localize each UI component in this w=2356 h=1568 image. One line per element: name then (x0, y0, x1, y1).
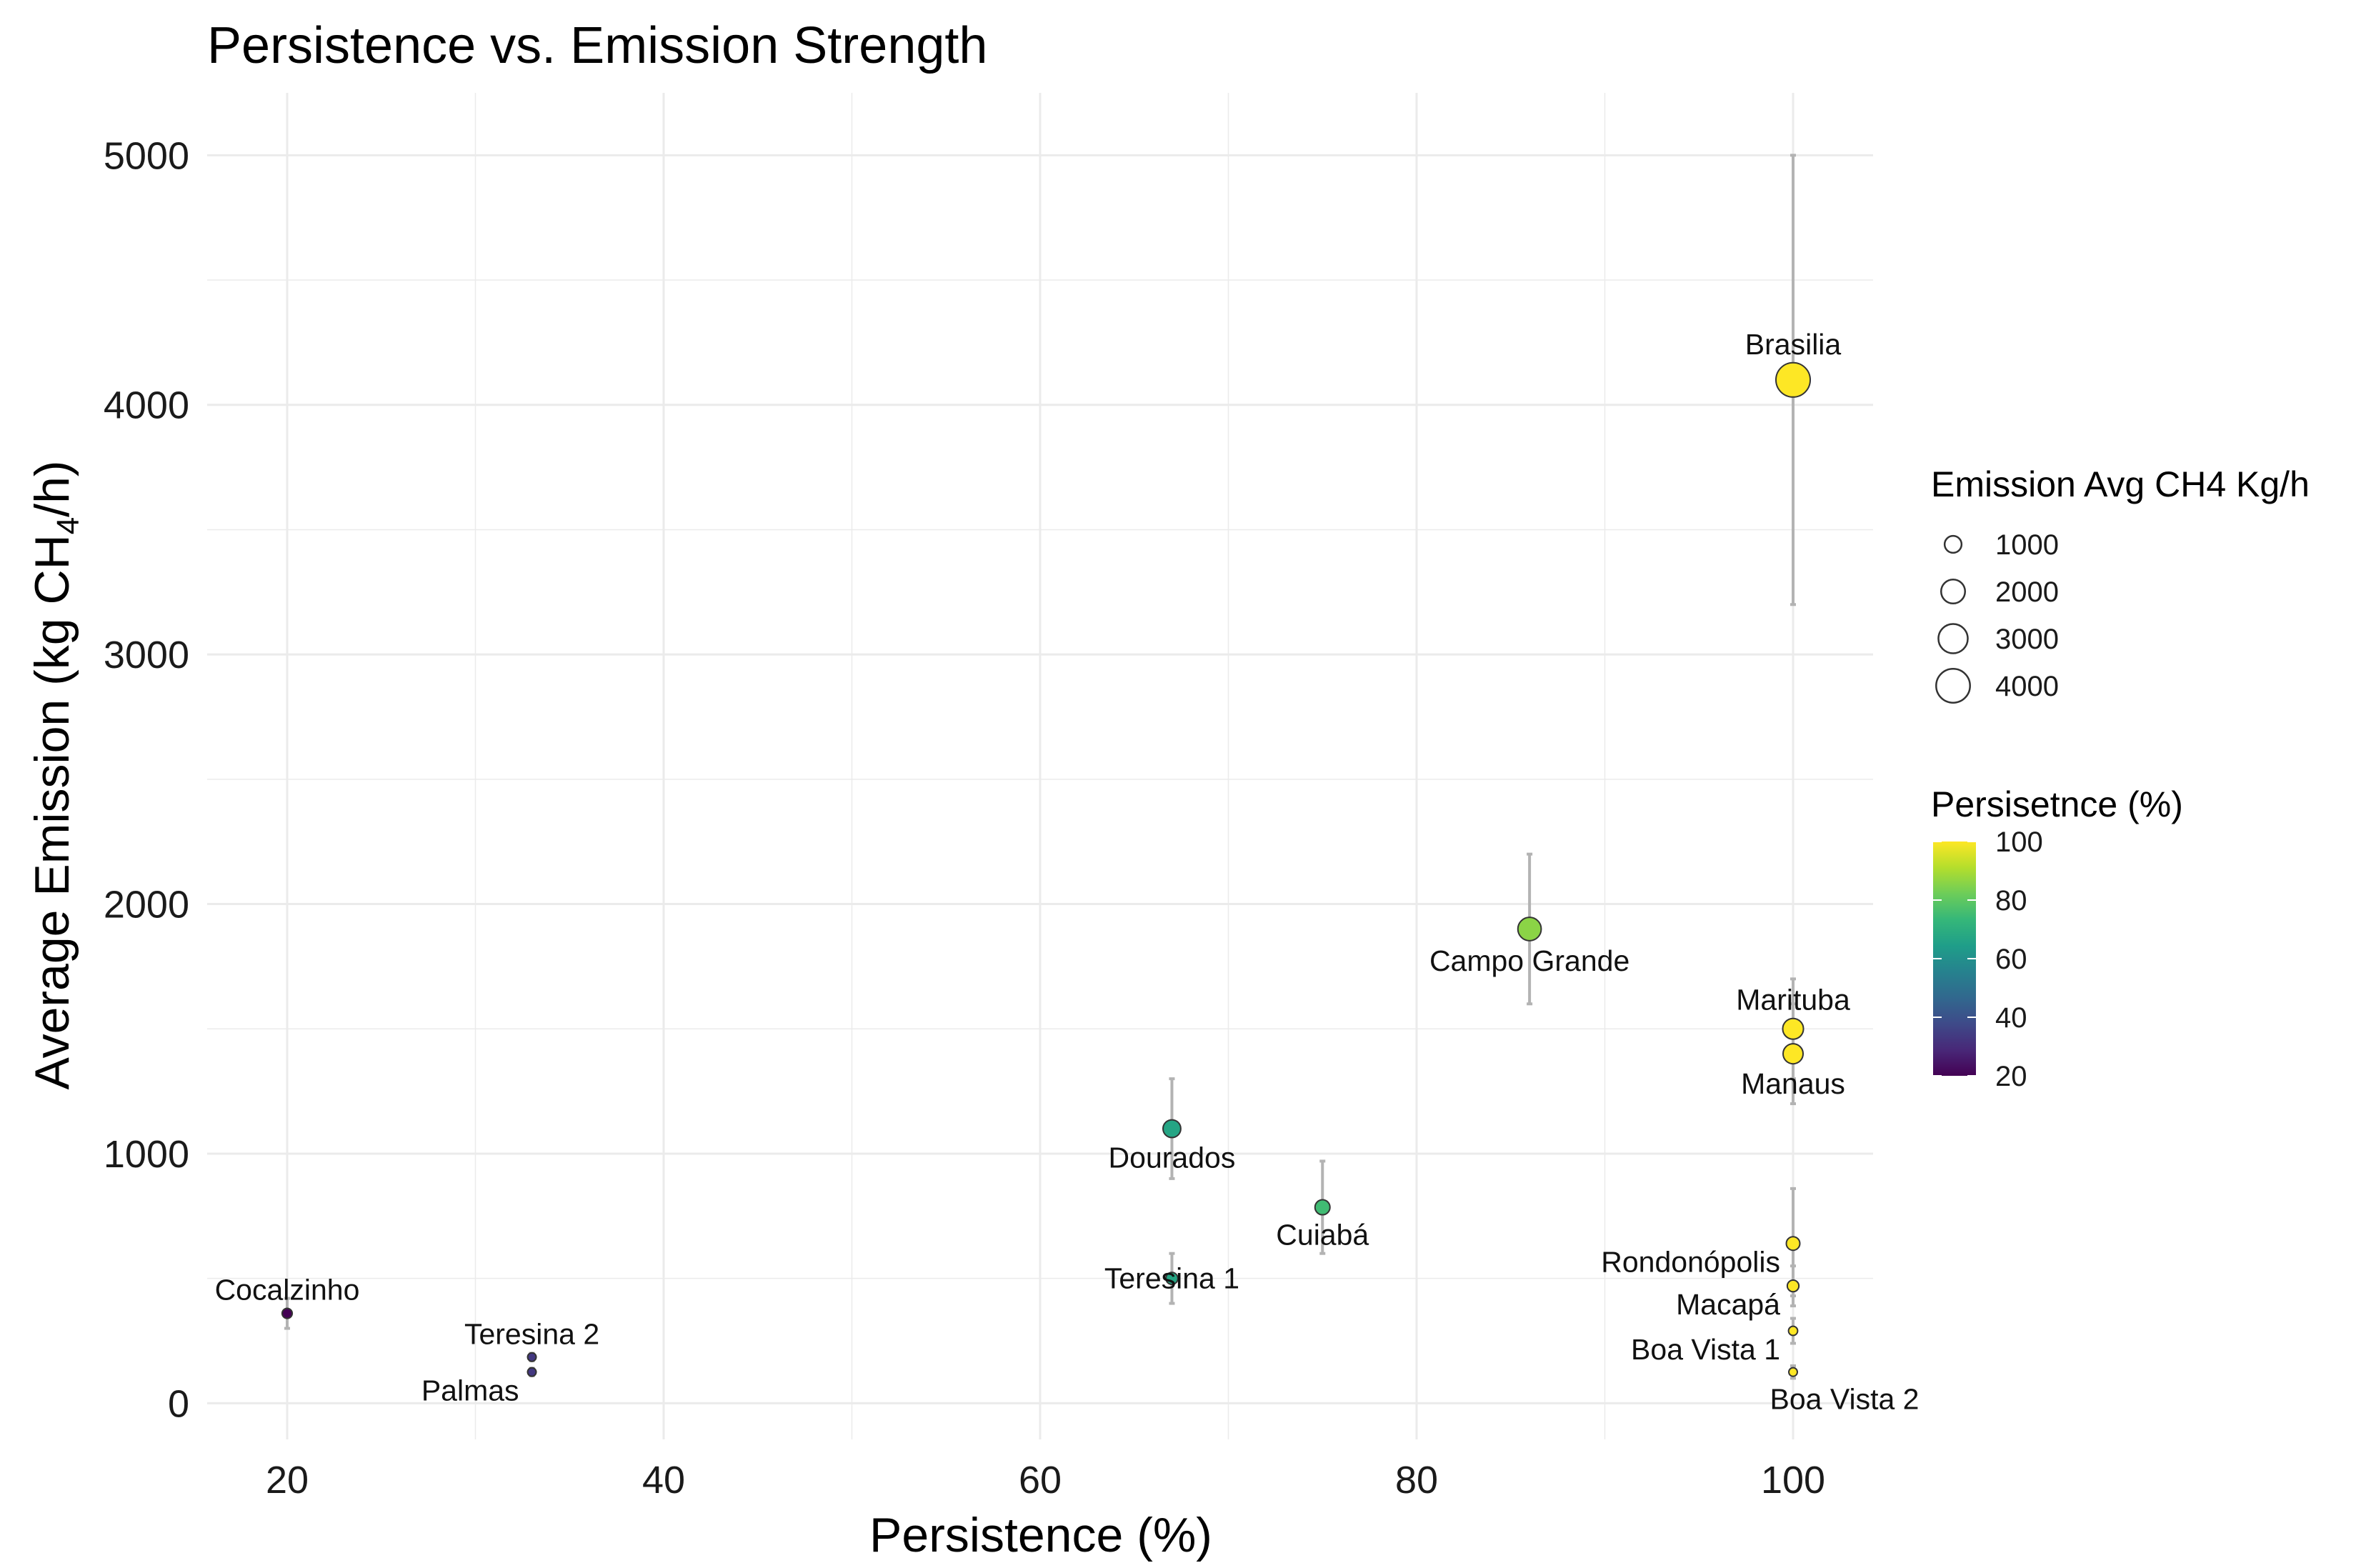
y-tick-label: 2000 (104, 884, 189, 927)
point-label: Cuiabá (1276, 1219, 1369, 1252)
color-legend-label: 80 (1995, 885, 2027, 917)
color-legend: Persisetnce (%) 20 40 60 80 100 (1931, 784, 2183, 1092)
size-legend-title: Emission Avg CH4 Kg/h (1931, 464, 2310, 504)
point-label: Boa Vista 2 (1770, 1383, 1920, 1416)
chart-title: Persistence vs. Emission Strength (207, 17, 987, 74)
color-legend-label: 20 (1995, 1061, 2027, 1092)
size-legend-label: 3000 (1995, 624, 2059, 655)
point-label: Brasilia (1745, 328, 1842, 361)
data-point (1782, 1043, 1805, 1065)
y-axis-title-main: Average Emission (kg CH (25, 534, 79, 1089)
data-point (1517, 917, 1542, 942)
y-axis-title-subscript: 4 (51, 517, 86, 534)
color-legend-ticks: 20 40 60 80 100 (1933, 827, 2043, 1092)
x-axis-title: Persistence (%) (869, 1508, 1212, 1562)
point-labels: Brasilia Campo Grande Marituba Manaus Dourad… (215, 328, 1920, 1416)
grid (207, 93, 1873, 1439)
y-axis-title: Average Emission (kg CH4/h) (25, 460, 86, 1089)
x-tick-label: 80 (1395, 1459, 1438, 1502)
data-point (526, 1367, 537, 1377)
size-legend-circle (1935, 668, 1971, 704)
data-point (1785, 1236, 1801, 1252)
y-tick-label: 0 (168, 1382, 189, 1425)
point-label: Macapá (1676, 1288, 1780, 1321)
data-points (281, 361, 1812, 1377)
data-point (1162, 1119, 1182, 1139)
color-legend-label: 40 (1995, 1002, 2027, 1034)
size-legend: Emission Avg CH4 Kg/h 1000 2000 3000 4000 (1931, 464, 2310, 704)
point-label: Campo Grande (1429, 944, 1629, 977)
data-point (281, 1307, 294, 1319)
data-point (1775, 361, 1812, 398)
y-tick-label: 5000 (104, 134, 189, 177)
y-tick-label: 1000 (104, 1133, 189, 1176)
color-legend-label: 60 (1995, 944, 2027, 975)
point-label: Teresina 2 (464, 1318, 599, 1351)
point-label: Teresina 1 (1104, 1262, 1239, 1295)
point-label: Dourados (1109, 1141, 1236, 1174)
point-label: Palmas (421, 1374, 519, 1407)
y-axis-title-end: /h) (25, 460, 79, 516)
point-label: Marituba (1736, 984, 1850, 1017)
size-legend-circle (1940, 578, 1967, 605)
x-tick-label: 60 (1019, 1459, 1062, 1502)
point-label: Manaus (1741, 1067, 1845, 1100)
point-label: Boa Vista 1 (1631, 1333, 1780, 1366)
size-legend-circle (1943, 534, 1963, 554)
point-label: Rondonópolis (1601, 1246, 1780, 1279)
size-legend-label: 1000 (1995, 529, 2059, 561)
data-point (1314, 1199, 1331, 1216)
color-legend-label: 100 (1995, 827, 2043, 858)
size-legend-label: 4000 (1995, 671, 2059, 702)
data-point (1788, 1367, 1799, 1377)
y-tick-label: 3000 (104, 634, 189, 676)
size-legend-label: 2000 (1995, 576, 2059, 608)
data-point (526, 1352, 537, 1362)
x-tick-label: 20 (266, 1459, 309, 1502)
size-legend-items: 1000 2000 3000 4000 (1935, 529, 2059, 704)
size-legend-circle (1937, 623, 1969, 654)
color-legend-title: Persisetnce (%) (1931, 784, 2183, 824)
x-tick-label: 40 (642, 1459, 685, 1502)
data-point (1782, 1017, 1805, 1040)
y-tick-label: 4000 (104, 384, 189, 427)
data-point (1787, 1325, 1799, 1337)
data-point (1165, 1272, 1179, 1286)
point-label: Cocalzinho (215, 1273, 360, 1306)
x-tick-label: 100 (1761, 1459, 1825, 1502)
data-point (1786, 1279, 1800, 1293)
